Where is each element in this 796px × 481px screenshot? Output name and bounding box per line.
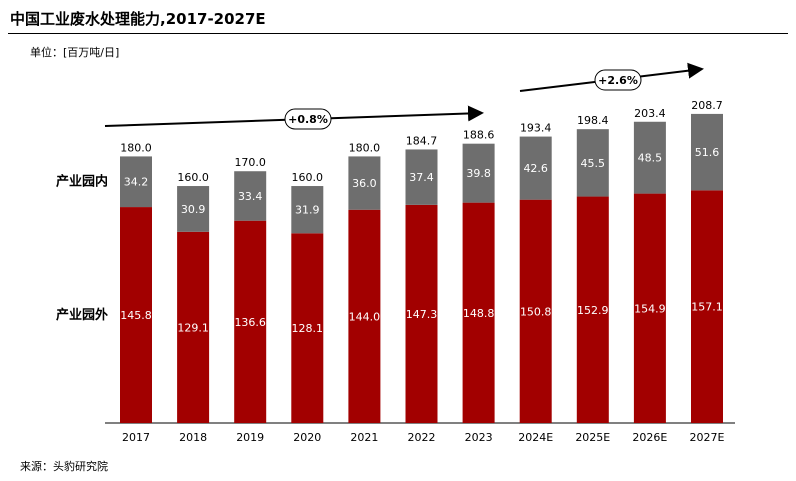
title-divider — [8, 33, 788, 34]
x-tick-label-2026E: 2026E — [632, 431, 667, 444]
total-label-2021: 180.0 — [349, 141, 381, 154]
x-tick-label-2025E: 2025E — [575, 431, 610, 444]
series-label-outside: 产业园外 — [56, 307, 108, 323]
value-label-inside-2026E: 48.5 — [638, 152, 663, 165]
value-label-inside-2020: 31.9 — [295, 204, 320, 217]
value-label-inside-2025E: 45.5 — [581, 157, 606, 170]
total-label-2024E: 193.4 — [520, 122, 552, 135]
cagr-label-2: +2.6% — [598, 74, 638, 87]
value-label-outside-2021: 144.0 — [349, 310, 381, 323]
bar-outside-2023 — [462, 202, 495, 423]
cagr-badge-2 — [594, 69, 642, 91]
value-label-inside-2024E: 42.6 — [523, 162, 548, 175]
bar-inside-2017 — [120, 156, 152, 208]
value-label-outside-2027E: 157.1 — [691, 301, 723, 314]
value-label-inside-2018: 30.9 — [181, 203, 206, 216]
bar-outside-2022 — [405, 204, 438, 423]
value-label-outside-2018: 129.1 — [177, 321, 209, 334]
x-tick-label-2019: 2019 — [236, 431, 264, 444]
bars-layer — [105, 113, 735, 424]
bar-inside-2024E — [519, 136, 552, 200]
cagr-label-1: +0.8% — [288, 113, 328, 126]
total-label-2020: 160.0 — [292, 171, 324, 184]
value-label-outside-2017: 145.8 — [120, 309, 152, 322]
x-tick-label-2023: 2023 — [465, 431, 493, 444]
x-tick-label-2020: 2020 — [293, 431, 321, 444]
value-label-inside-2017: 34.2 — [124, 176, 149, 189]
x-tick-label-2024E: 2024E — [518, 431, 553, 444]
total-label-2027E: 208.7 — [691, 99, 723, 112]
bar-outside-2027E — [691, 190, 723, 423]
bar-outside-2017 — [120, 207, 152, 423]
value-label-outside-2019: 136.6 — [234, 316, 266, 329]
total-label-2018: 160.0 — [177, 171, 209, 184]
annotation-layer: +0.8% +2.6% — [104, 62, 704, 130]
bar-outside-2019 — [234, 220, 267, 423]
bar-inside-2021 — [348, 156, 381, 210]
total-label-2023: 188.6 — [463, 129, 495, 142]
bar-inside-2019 — [234, 171, 267, 221]
source-label: 来源：头豹研究院 — [20, 460, 108, 473]
bar-outside-2024E — [519, 199, 552, 423]
total-label-2019: 170.0 — [234, 156, 266, 169]
value-label-inside-2021: 36.0 — [352, 177, 377, 190]
x-tick-label-2017: 2017 — [122, 431, 150, 444]
total-label-2025E: 198.4 — [577, 114, 609, 127]
bar-outside-2018 — [177, 231, 210, 423]
value-label-inside-2019: 33.4 — [238, 190, 263, 203]
labels-layer: 145.8 34.2 180.0 2017 129.1 30.9 160.0 2018 136.… — [56, 99, 725, 444]
x-tick-label-2027E: 2027E — [690, 431, 725, 444]
value-label-inside-2022: 37.4 — [409, 171, 434, 184]
bar-inside-2023 — [462, 143, 495, 203]
bar-outside-2020 — [291, 233, 324, 423]
bar-inside-2027E — [691, 113, 723, 191]
value-label-outside-2022: 147.3 — [406, 308, 438, 321]
value-label-outside-2025E: 152.9 — [577, 304, 609, 317]
bar-inside-2025E — [576, 129, 609, 197]
chart-title: 中国工业废水处理能力,2017-2027E — [10, 10, 266, 28]
total-label-2026E: 203.4 — [634, 107, 666, 120]
cagr-badge-1 — [284, 108, 332, 130]
value-label-outside-2023: 148.8 — [463, 307, 495, 320]
x-tick-label-2018: 2018 — [179, 431, 207, 444]
value-label-outside-2020: 128.1 — [292, 322, 324, 335]
bar-inside-2018 — [177, 186, 210, 232]
value-label-inside-2023: 39.8 — [466, 167, 491, 180]
total-label-2017: 180.0 — [120, 141, 152, 154]
series-label-inside: 产业园内 — [56, 174, 108, 190]
x-tick-label-2022: 2022 — [408, 431, 436, 444]
bar-outside-2025E — [576, 196, 609, 423]
value-label-outside-2026E: 154.9 — [634, 302, 666, 315]
unit-label: 单位：[百万吨/日] — [30, 46, 120, 59]
value-label-outside-2024E: 150.8 — [520, 305, 552, 318]
total-label-2022: 184.7 — [406, 134, 438, 147]
bar-inside-2020 — [291, 186, 324, 234]
bar-outside-2026E — [633, 193, 666, 423]
bar-outside-2021 — [348, 209, 381, 423]
bar-inside-2022 — [405, 149, 438, 205]
x-tick-label-2021: 2021 — [350, 431, 378, 444]
value-label-inside-2027E: 51.6 — [695, 146, 720, 159]
bar-inside-2026E — [633, 121, 666, 194]
